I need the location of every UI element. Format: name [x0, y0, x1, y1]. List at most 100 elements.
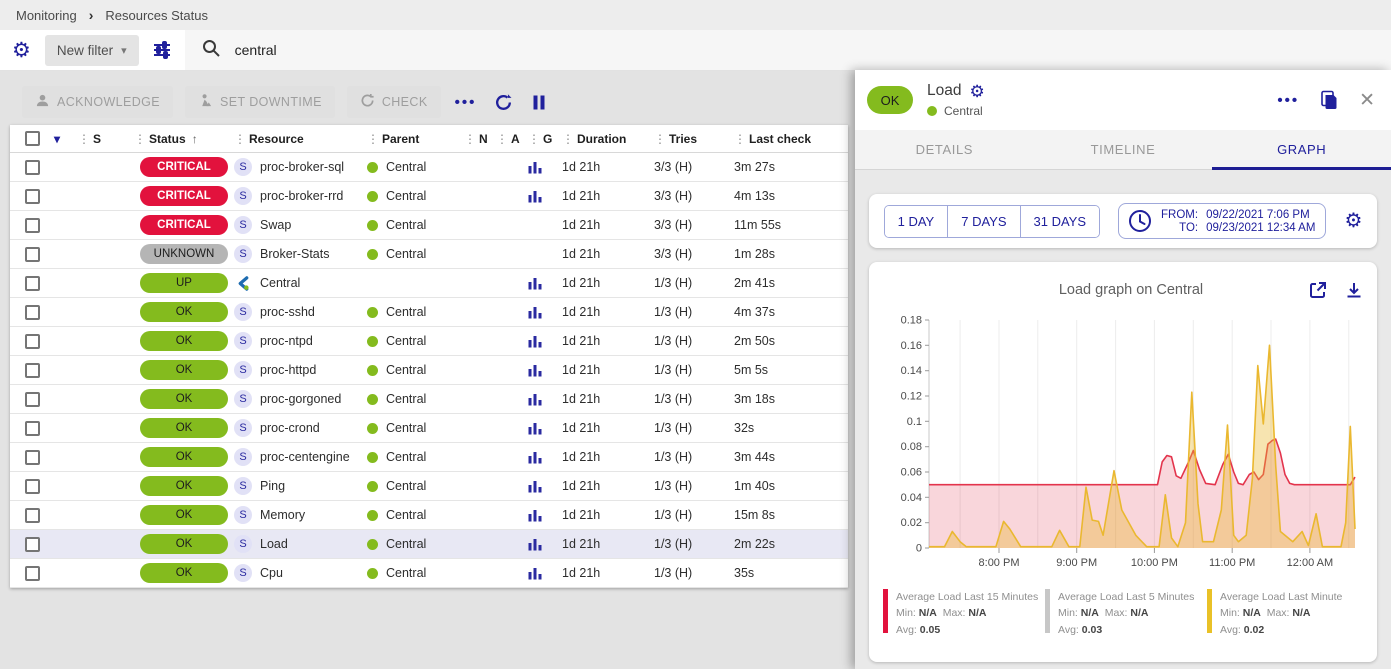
parent-name[interactable]: Central — [386, 392, 427, 406]
col-parent[interactable]: Parent — [382, 131, 420, 146]
breadcrumb-monitoring[interactable]: Monitoring — [16, 7, 77, 23]
resource-name[interactable]: Load — [260, 537, 288, 551]
col-status[interactable]: Status — [149, 131, 186, 146]
resource-name[interactable]: proc-broker-sql — [260, 160, 345, 174]
drag-handle-icon[interactable]: ⋮ — [234, 131, 246, 146]
legend-item[interactable]: Average Load Last Minute Min: N/A Max: N/… — [1207, 589, 1363, 638]
drag-handle-icon[interactable]: ⋮ — [367, 131, 379, 146]
download-icon[interactable] — [1345, 281, 1363, 299]
parent-name[interactable]: Central — [386, 421, 427, 435]
drag-handle-icon[interactable]: ⋮ — [734, 131, 746, 146]
col-action[interactable]: A — [511, 131, 520, 146]
tab-timeline[interactable]: TIMELINE — [1090, 142, 1156, 157]
row-checkbox[interactable] — [24, 420, 40, 436]
parent-name[interactable]: Central — [386, 334, 427, 348]
col-resource[interactable]: Resource — [249, 131, 304, 146]
pause-button[interactable] — [531, 94, 547, 111]
row-checkbox[interactable] — [24, 188, 40, 204]
open-in-new-icon[interactable] — [1309, 281, 1327, 299]
row-checkbox[interactable] — [24, 246, 40, 262]
col-duration[interactable]: Duration — [577, 131, 627, 146]
set-downtime-button[interactable]: SET DOWNTIME — [185, 86, 335, 118]
refresh-button[interactable] — [494, 93, 513, 112]
check-button[interactable]: CHECK — [346, 86, 441, 118]
load-chart[interactable]: 0 0.02 0.04 0.06 0.08 0.1 0.12 0.14 0.16 0.18 8:00… — [883, 308, 1363, 585]
time-range-7-days-button[interactable]: 7 DAYS — [947, 205, 1020, 237]
row-checkbox[interactable] — [24, 362, 40, 378]
resource-name[interactable]: proc-centengine — [260, 450, 350, 464]
resource-name[interactable]: Memory — [260, 508, 306, 522]
row-checkbox[interactable] — [24, 391, 40, 407]
resource-name[interactable]: proc-broker-rrd — [260, 189, 344, 203]
graph-available-icon[interactable] — [528, 276, 562, 290]
graph-available-icon[interactable] — [528, 363, 562, 377]
time-range-31-days-button[interactable]: 31 DAYS — [1019, 205, 1100, 237]
drag-handle-icon[interactable]: ⋮ — [78, 131, 90, 146]
parent-name[interactable]: Central — [386, 247, 427, 261]
table-row[interactable]: OK S Cpu Central 1d 21h 1/3 (H) 35s — [10, 559, 848, 588]
table-row[interactable]: CRITICAL S Swap Central 1d 21h 3/3 (H) 11m 55s — [10, 211, 848, 240]
drag-handle-icon[interactable]: ⋮ — [528, 131, 540, 146]
table-row[interactable]: OK S Load Central 1d 21h 1/3 (H) 2m 22s — [10, 530, 848, 559]
custom-time-range-picker[interactable]: FROM: 09/22/2021 7:06 PM TO: 09/23/2021 … — [1118, 203, 1327, 239]
close-panel-icon[interactable]: ✕ — [1359, 89, 1375, 111]
table-row[interactable]: OK S Ping Central 1d 21h 1/3 (H) 1m 40s — [10, 472, 848, 501]
row-checkbox[interactable] — [24, 449, 40, 465]
panel-more-button[interactable]: ••• — [1277, 91, 1300, 109]
search-area[interactable] — [184, 30, 1391, 70]
resource-name[interactable]: Swap — [260, 218, 292, 232]
graph-settings-gear-icon[interactable]: ⚙ — [1344, 210, 1363, 232]
parent-name[interactable]: Central — [386, 189, 427, 203]
resource-name[interactable]: proc-gorgoned — [260, 392, 342, 406]
new-filter-dropdown[interactable]: New filter ▾ — [44, 34, 139, 66]
select-all-checkbox[interactable] — [24, 131, 40, 146]
select-menu-caret-icon[interactable]: ▾ — [54, 131, 61, 146]
drag-handle-icon[interactable]: ⋮ — [562, 131, 574, 146]
col-notes[interactable]: N — [479, 131, 488, 146]
parent-name[interactable]: Central — [386, 566, 427, 580]
more-actions-button[interactable]: ••• — [454, 93, 477, 111]
tune-filter-icon[interactable] — [151, 39, 173, 61]
parent-name[interactable]: Central — [386, 305, 427, 319]
col-last-check[interactable]: Last check — [749, 131, 812, 146]
resource-name[interactable]: Ping — [260, 479, 286, 493]
legend-item[interactable]: Average Load Last 15 Minutes Min: N/A Max… — [883, 589, 1039, 638]
table-row[interactable]: UNKNOWN S Broker-Stats Central 1d 21h 3/3 (H)… — [10, 240, 848, 269]
graph-available-icon[interactable] — [528, 537, 562, 551]
resource-name[interactable]: proc-httpd — [260, 363, 317, 377]
drag-handle-icon[interactable]: ⋮ — [496, 131, 508, 146]
col-severity[interactable]: S — [93, 131, 102, 146]
parent-name[interactable]: Central — [386, 160, 427, 174]
parent-name[interactable]: Central — [386, 479, 427, 493]
row-checkbox[interactable] — [24, 478, 40, 494]
parent-name[interactable]: Central — [386, 537, 427, 551]
resource-name[interactable]: proc-crond — [260, 421, 320, 435]
acknowledge-button[interactable]: ACKNOWLEDGE — [22, 86, 174, 118]
graph-available-icon[interactable] — [528, 479, 562, 493]
row-checkbox[interactable] — [24, 536, 40, 552]
sort-asc-icon[interactable]: ↑ — [191, 131, 198, 146]
graph-available-icon[interactable] — [528, 305, 562, 319]
row-checkbox[interactable] — [24, 565, 40, 581]
search-input[interactable] — [234, 42, 655, 58]
drag-handle-icon[interactable]: ⋮ — [134, 131, 146, 146]
drag-handle-icon[interactable]: ⋮ — [464, 131, 476, 146]
graph-available-icon[interactable] — [528, 450, 562, 464]
graph-available-icon[interactable] — [528, 392, 562, 406]
graph-available-icon[interactable] — [528, 189, 562, 203]
parent-name[interactable]: Central — [386, 508, 427, 522]
resource-name[interactable]: Broker-Stats — [260, 247, 330, 261]
table-row[interactable]: OK S Memory Central 1d 21h 1/3 (H) 15m 8s — [10, 501, 848, 530]
graph-available-icon[interactable] — [528, 334, 562, 348]
graph-available-icon[interactable] — [528, 160, 562, 174]
time-range-1-day-button[interactable]: 1 DAY — [884, 205, 948, 237]
tab-details[interactable]: DETAILS — [915, 142, 974, 157]
drag-handle-icon[interactable]: ⋮ — [654, 131, 666, 146]
col-tries[interactable]: Tries — [669, 131, 698, 146]
